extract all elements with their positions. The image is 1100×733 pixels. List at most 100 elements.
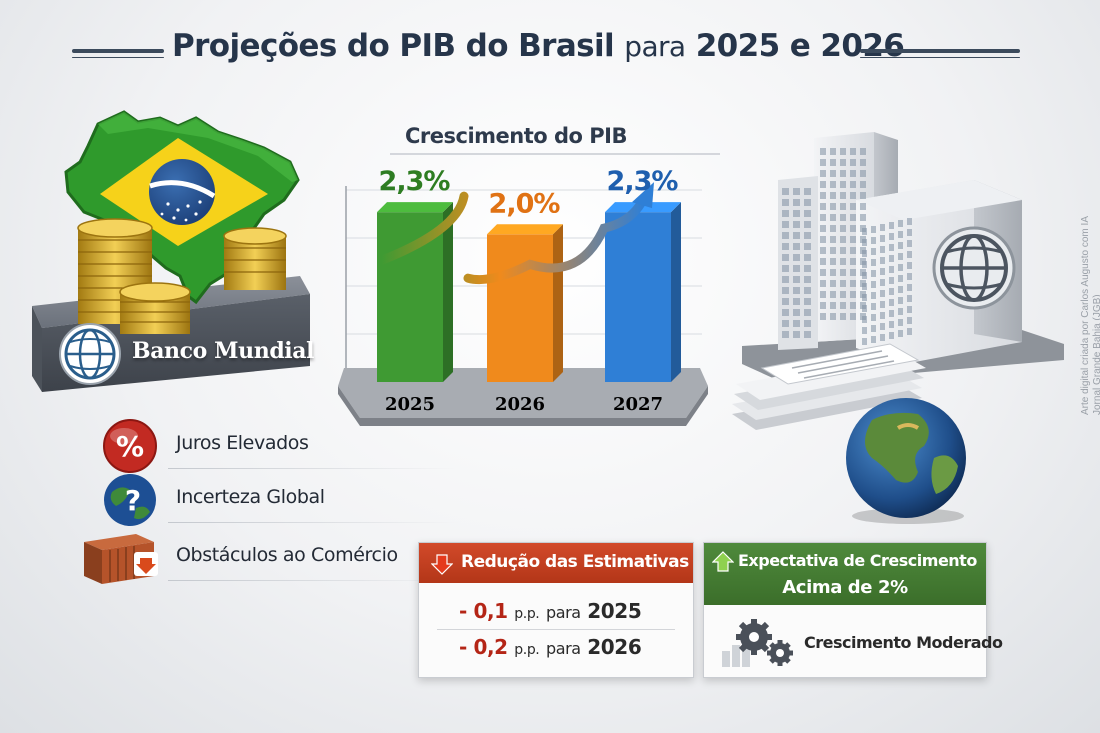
building-window bbox=[880, 279, 885, 286]
risk-item-interest: % Juros Elevados bbox=[96, 414, 458, 474]
building-window bbox=[880, 312, 885, 319]
building-window bbox=[907, 218, 912, 225]
building-window bbox=[907, 306, 912, 313]
building-window bbox=[830, 170, 836, 177]
building-window bbox=[820, 203, 826, 210]
building-left-wing bbox=[778, 176, 818, 350]
coin-stack-front bbox=[119, 282, 191, 334]
building-window bbox=[830, 269, 836, 276]
building-window bbox=[907, 240, 912, 247]
building-window bbox=[850, 159, 856, 166]
building-window bbox=[840, 170, 846, 177]
risk-separator bbox=[168, 522, 458, 523]
flag-stars bbox=[160, 200, 202, 222]
building-window bbox=[793, 254, 800, 261]
building-window bbox=[782, 232, 789, 239]
building-window bbox=[830, 247, 836, 254]
risk-item-uncertainty: ? Incerteza Global bbox=[96, 468, 458, 528]
building-window bbox=[880, 235, 885, 242]
building-window bbox=[862, 272, 867, 279]
building-window bbox=[840, 225, 846, 232]
building-window bbox=[804, 188, 811, 195]
risk-label-uncertainty: Incerteza Global bbox=[176, 486, 325, 508]
building-window bbox=[820, 302, 826, 309]
building-window bbox=[871, 303, 876, 310]
title-right-rule bbox=[860, 49, 1020, 53]
building-window bbox=[907, 317, 912, 324]
building-window bbox=[889, 277, 894, 284]
building-window bbox=[907, 284, 912, 291]
reduction-value: - 0,2 bbox=[459, 635, 508, 659]
building-window bbox=[830, 258, 836, 265]
building-window bbox=[782, 210, 789, 217]
title-left-rule-thin bbox=[72, 57, 164, 58]
building-window bbox=[898, 275, 903, 282]
bar-top bbox=[377, 202, 453, 213]
bar-side bbox=[553, 224, 563, 382]
building-window bbox=[793, 309, 800, 316]
building-window bbox=[804, 210, 811, 217]
bar-side bbox=[443, 202, 453, 382]
building-window bbox=[889, 310, 894, 317]
building-window bbox=[862, 294, 867, 301]
reduction-para: para bbox=[545, 603, 581, 622]
building-window bbox=[793, 210, 800, 217]
reduction-unit: p.p. bbox=[514, 642, 540, 658]
building-window bbox=[830, 225, 836, 232]
building-window bbox=[898, 308, 903, 315]
building-window bbox=[889, 222, 894, 229]
building-window bbox=[830, 148, 836, 155]
building-window bbox=[804, 254, 811, 261]
building-window bbox=[898, 253, 903, 260]
building-window bbox=[862, 228, 867, 235]
percent-icon: % bbox=[103, 419, 157, 473]
building-window bbox=[820, 247, 826, 254]
building-window bbox=[880, 246, 885, 253]
building-window bbox=[889, 233, 894, 240]
building-window bbox=[782, 309, 789, 316]
building-window bbox=[820, 170, 826, 177]
building-window bbox=[898, 330, 903, 337]
title-years: 2025 e 2026 bbox=[695, 28, 905, 64]
building-window bbox=[862, 250, 867, 257]
building-window bbox=[804, 199, 811, 206]
coin-stack-right bbox=[223, 227, 287, 290]
building-window bbox=[860, 192, 866, 199]
building-window bbox=[860, 181, 866, 188]
reduction-line-2026: - 0,2 p.p. para 2026 bbox=[459, 635, 642, 659]
building-window bbox=[907, 328, 912, 335]
building-window bbox=[782, 243, 789, 250]
building-window bbox=[820, 225, 826, 232]
building-window bbox=[830, 291, 836, 298]
building-window bbox=[871, 281, 876, 288]
building-window bbox=[840, 269, 846, 276]
building-window bbox=[840, 258, 846, 265]
reduction-value: - 0,1 bbox=[459, 599, 508, 623]
building-window bbox=[850, 214, 856, 221]
gdp-growth-chart: 2,3% 2025 2,0% 2026 2,3% 2027 bbox=[338, 153, 720, 426]
building-window bbox=[782, 221, 789, 228]
credit-line-2: Jornal Grande Bahia (JGB) bbox=[1092, 294, 1100, 415]
building-window bbox=[871, 325, 876, 332]
reduction-line-2025: - 0,1 p.p. para 2025 bbox=[459, 599, 642, 623]
building-window bbox=[840, 236, 846, 243]
building-window bbox=[830, 181, 836, 188]
building-window bbox=[889, 255, 894, 262]
building-logo-icon bbox=[932, 226, 1016, 310]
flag-band bbox=[149, 180, 216, 199]
container-icon bbox=[84, 534, 158, 584]
building-window bbox=[830, 214, 836, 221]
title-para: para bbox=[624, 30, 686, 63]
building-window bbox=[862, 283, 867, 290]
risk-separator bbox=[168, 468, 458, 469]
building-window bbox=[871, 248, 876, 255]
building-window bbox=[871, 226, 876, 233]
building-window bbox=[793, 243, 800, 250]
expectation-footer: Crescimento Moderado bbox=[804, 633, 1003, 652]
building-window bbox=[871, 259, 876, 266]
x-tick-2027: 2027 bbox=[613, 394, 663, 415]
building-window bbox=[850, 148, 856, 155]
building-window bbox=[820, 236, 826, 243]
building-window bbox=[820, 313, 826, 320]
building-window bbox=[840, 148, 846, 155]
